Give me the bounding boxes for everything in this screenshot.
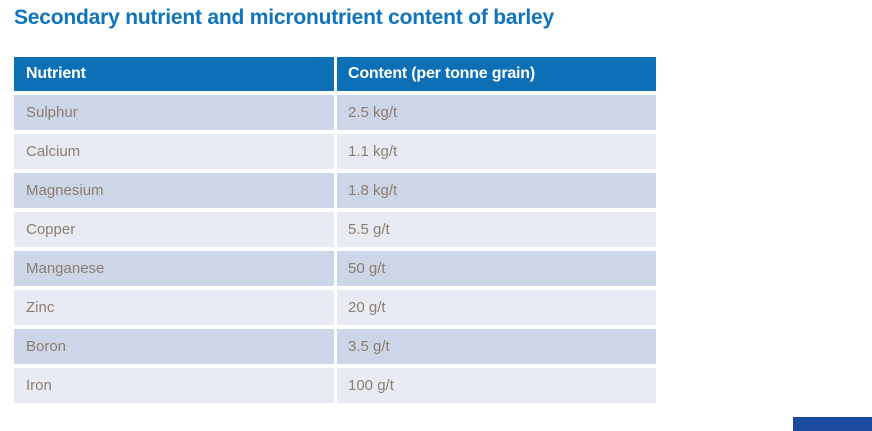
content-cell: 3.5 g/t xyxy=(337,329,656,364)
header-cell-content: Content (per tonne grain) xyxy=(337,57,656,91)
table-row: Iron 100 g/t xyxy=(14,368,656,403)
content-cell: 1.8 kg/t xyxy=(337,173,656,208)
nutrient-cell: Magnesium xyxy=(14,173,334,208)
content-cell: 100 g/t xyxy=(337,368,656,403)
content-cell: 20 g/t xyxy=(337,290,656,325)
table-header-row: Nutrient Content (per tonne grain) xyxy=(14,57,656,91)
table-row: Copper 5.5 g/t xyxy=(14,212,656,247)
nutrient-cell: Calcium xyxy=(14,134,334,169)
content-cell: 1.1 kg/t xyxy=(337,134,656,169)
content-cell: 5.5 g/t xyxy=(337,212,656,247)
nutrient-cell: Iron xyxy=(14,368,334,403)
nutrient-cell: Copper xyxy=(14,212,334,247)
nutrient-cell: Zinc xyxy=(14,290,334,325)
nutrient-cell: Sulphur xyxy=(14,95,334,130)
table-row: Zinc 20 g/t xyxy=(14,290,656,325)
footer-accent-bar xyxy=(793,417,872,431)
nutrient-cell: Manganese xyxy=(14,251,334,286)
content-cell: 2.5 kg/t xyxy=(337,95,656,130)
table-row: Calcium 1.1 kg/t xyxy=(14,134,656,169)
table-row: Manganese 50 g/t xyxy=(14,251,656,286)
table-row: Boron 3.5 g/t xyxy=(14,329,656,364)
nutrient-table: Nutrient Content (per tonne grain) Sulph… xyxy=(14,57,656,403)
header-cell-nutrient: Nutrient xyxy=(14,57,334,91)
nutrient-cell: Boron xyxy=(14,329,334,364)
table-row: Sulphur 2.5 kg/t xyxy=(14,95,656,130)
page-title: Secondary nutrient and micronutrient con… xyxy=(14,6,554,29)
table-row: Magnesium 1.8 kg/t xyxy=(14,173,656,208)
content-cell: 50 g/t xyxy=(337,251,656,286)
